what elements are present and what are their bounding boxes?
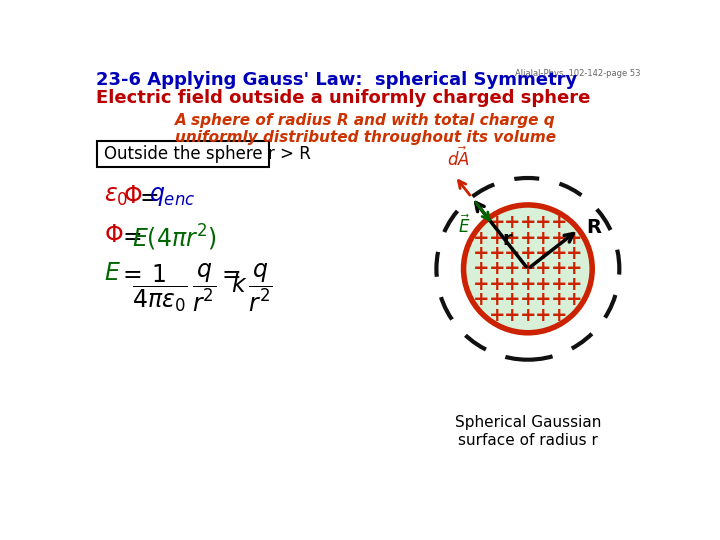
Text: +: + (566, 290, 582, 309)
Text: +: + (520, 306, 536, 325)
Text: +: + (504, 290, 521, 309)
Text: +: + (551, 228, 567, 247)
Text: $k\,\dfrac{q}{r^2}$: $k\,\dfrac{q}{r^2}$ (231, 261, 273, 314)
Text: +: + (520, 290, 536, 309)
Text: +: + (551, 290, 567, 309)
Text: +: + (551, 213, 567, 232)
Text: +: + (520, 213, 536, 232)
Text: +: + (566, 228, 582, 247)
Text: +: + (489, 259, 505, 278)
Text: +: + (504, 244, 521, 263)
Text: +: + (520, 275, 536, 294)
Text: $=$: $=$ (135, 184, 159, 208)
Text: +: + (504, 259, 521, 278)
Text: r: r (503, 230, 512, 249)
Text: +: + (489, 275, 505, 294)
Text: +: + (551, 259, 567, 278)
Text: +: + (489, 306, 505, 325)
Text: $\dfrac{1}{4\pi\epsilon_0}\,\dfrac{q}{r^2}$: $\dfrac{1}{4\pi\epsilon_0}\,\dfrac{q}{r^… (132, 261, 216, 314)
Text: +: + (504, 306, 521, 325)
Text: +: + (489, 244, 505, 263)
Text: +: + (504, 213, 521, 232)
Text: +: + (473, 244, 490, 263)
Text: +: + (489, 290, 505, 309)
Text: R: R (586, 219, 601, 238)
Circle shape (464, 205, 593, 333)
Text: +: + (551, 306, 567, 325)
Text: +: + (535, 228, 552, 247)
Text: +: + (566, 275, 582, 294)
Text: $\Phi$: $\Phi$ (104, 222, 123, 247)
Text: Outside the sphere r > R: Outside the sphere r > R (104, 145, 311, 163)
Text: $\vec{E}$: $\vec{E}$ (459, 214, 471, 237)
Text: A sphere of radius R and with total charge q
uniformly distributed throughout it: A sphere of radius R and with total char… (174, 112, 556, 145)
Text: +: + (489, 228, 505, 247)
Text: +: + (473, 275, 490, 294)
Text: +: + (551, 275, 567, 294)
Text: 23-6 Applying Gauss' Law:  spherical Symmetry: 23-6 Applying Gauss' Law: spherical Symm… (96, 71, 577, 89)
Text: +: + (535, 275, 552, 294)
Text: +: + (520, 244, 536, 263)
Text: +: + (504, 275, 521, 294)
Text: $\epsilon_0$: $\epsilon_0$ (104, 184, 128, 208)
Text: $E$: $E$ (104, 261, 121, 285)
Text: $E(4\pi r^2)$: $E(4\pi r^2)$ (132, 222, 217, 253)
Text: +: + (473, 259, 490, 278)
Text: $=$: $=$ (217, 261, 241, 285)
Text: +: + (473, 290, 490, 309)
Text: +: + (566, 259, 582, 278)
Text: +: + (535, 306, 552, 325)
Text: +: + (551, 244, 567, 263)
Text: Spherical Gaussian
surface of radius r: Spherical Gaussian surface of radius r (455, 415, 601, 448)
Text: $q_{enc}$: $q_{enc}$ (149, 184, 195, 208)
Text: +: + (535, 290, 552, 309)
Text: $=$: $=$ (118, 222, 142, 247)
Text: +: + (489, 213, 505, 232)
Text: +: + (535, 213, 552, 232)
Text: $\vec{dA}$: $\vec{dA}$ (447, 146, 470, 170)
Text: +: + (520, 228, 536, 247)
Text: $=$: $=$ (118, 261, 142, 285)
Text: +: + (535, 244, 552, 263)
Text: $\Phi$: $\Phi$ (122, 184, 142, 208)
FancyBboxPatch shape (97, 141, 269, 167)
Text: +: + (520, 259, 536, 278)
Text: Aljalal-Phys. 102-142-page 53: Aljalal-Phys. 102-142-page 53 (515, 70, 640, 78)
Text: +: + (473, 228, 490, 247)
Text: +: + (504, 228, 521, 247)
Text: Electric field outside a uniformly charged sphere: Electric field outside a uniformly charg… (96, 90, 590, 107)
Text: +: + (566, 244, 582, 263)
Text: +: + (535, 259, 552, 278)
